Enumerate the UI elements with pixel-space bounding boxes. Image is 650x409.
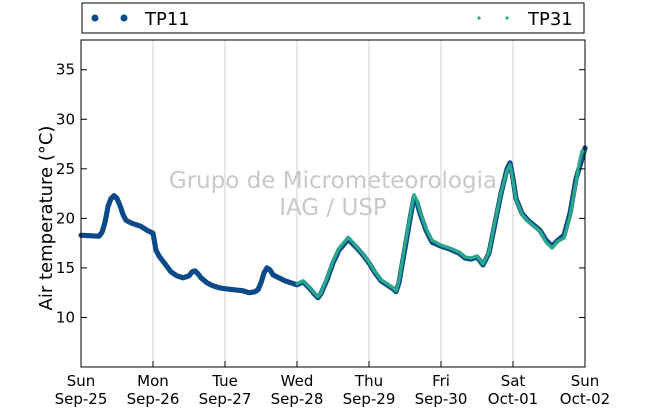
watermark: Grupo de Micrometeorologia IAG / USP: [169, 168, 497, 221]
x-axis: SunSep-25MonSep-26TueSep-27WedSep-28ThuS…: [55, 361, 610, 408]
y-tick-label: 15: [56, 259, 75, 277]
x-tick-label-day: Fri: [432, 372, 450, 390]
legend-label-tp31: TP31: [527, 9, 573, 30]
legend-frame: [81, 2, 585, 34]
legend-label-tp11: TP11: [144, 9, 190, 30]
grid-lines: [152, 40, 514, 367]
x-tick-label-date: Oct-01: [488, 390, 538, 408]
x-tick-label-date: Oct-02: [560, 390, 610, 408]
y-tick-label: 10: [56, 308, 75, 326]
legend-marker-dot: [91, 14, 99, 22]
x-tick-label-day: Sun: [571, 372, 600, 390]
x-tick-label-day: Mon: [137, 372, 169, 390]
legend-marker-dot: [505, 16, 509, 20]
x-tick-label-date: Sep-25: [55, 390, 108, 408]
x-tick-label-date: Sep-29: [343, 390, 396, 408]
y-tick-label: 30: [56, 110, 75, 128]
legend-tp11-marker: [91, 14, 128, 22]
legend: TP11 TP31: [81, 2, 585, 34]
x-tick-label-date: Sep-27: [199, 390, 252, 408]
y-tick-label: 20: [56, 209, 75, 227]
legend-marker-dot: [477, 16, 481, 20]
x-tick-label-day: Sun: [67, 372, 96, 390]
plot-frame: [80, 39, 586, 368]
watermark-line-2: IAG / USP: [279, 195, 387, 221]
y-tick-label: 35: [56, 61, 75, 79]
legend-tp31-marker: [477, 16, 509, 20]
y-axis-title: Air temperature (°C): [36, 126, 57, 311]
x-tick-label-date: Sep-30: [415, 390, 468, 408]
x-tick-label-day: Tue: [211, 372, 238, 390]
series-tp31: [295, 149, 587, 299]
x-tick-label-date: Sep-28: [271, 390, 324, 408]
x-tick-label-day: Thu: [354, 372, 383, 390]
x-tick-label-date: Sep-26: [127, 390, 180, 408]
y-tick-label: 25: [56, 160, 75, 178]
x-tick-label-day: Wed: [281, 372, 314, 390]
x-tick-label-day: Sat: [501, 372, 526, 390]
y-axis: 10 15 20 25 30 35: [56, 61, 585, 326]
series-layer: [78, 145, 588, 301]
watermark-line-1: Grupo de Micrometeorologia: [169, 168, 497, 194]
legend-marker-dot: [120, 14, 128, 22]
